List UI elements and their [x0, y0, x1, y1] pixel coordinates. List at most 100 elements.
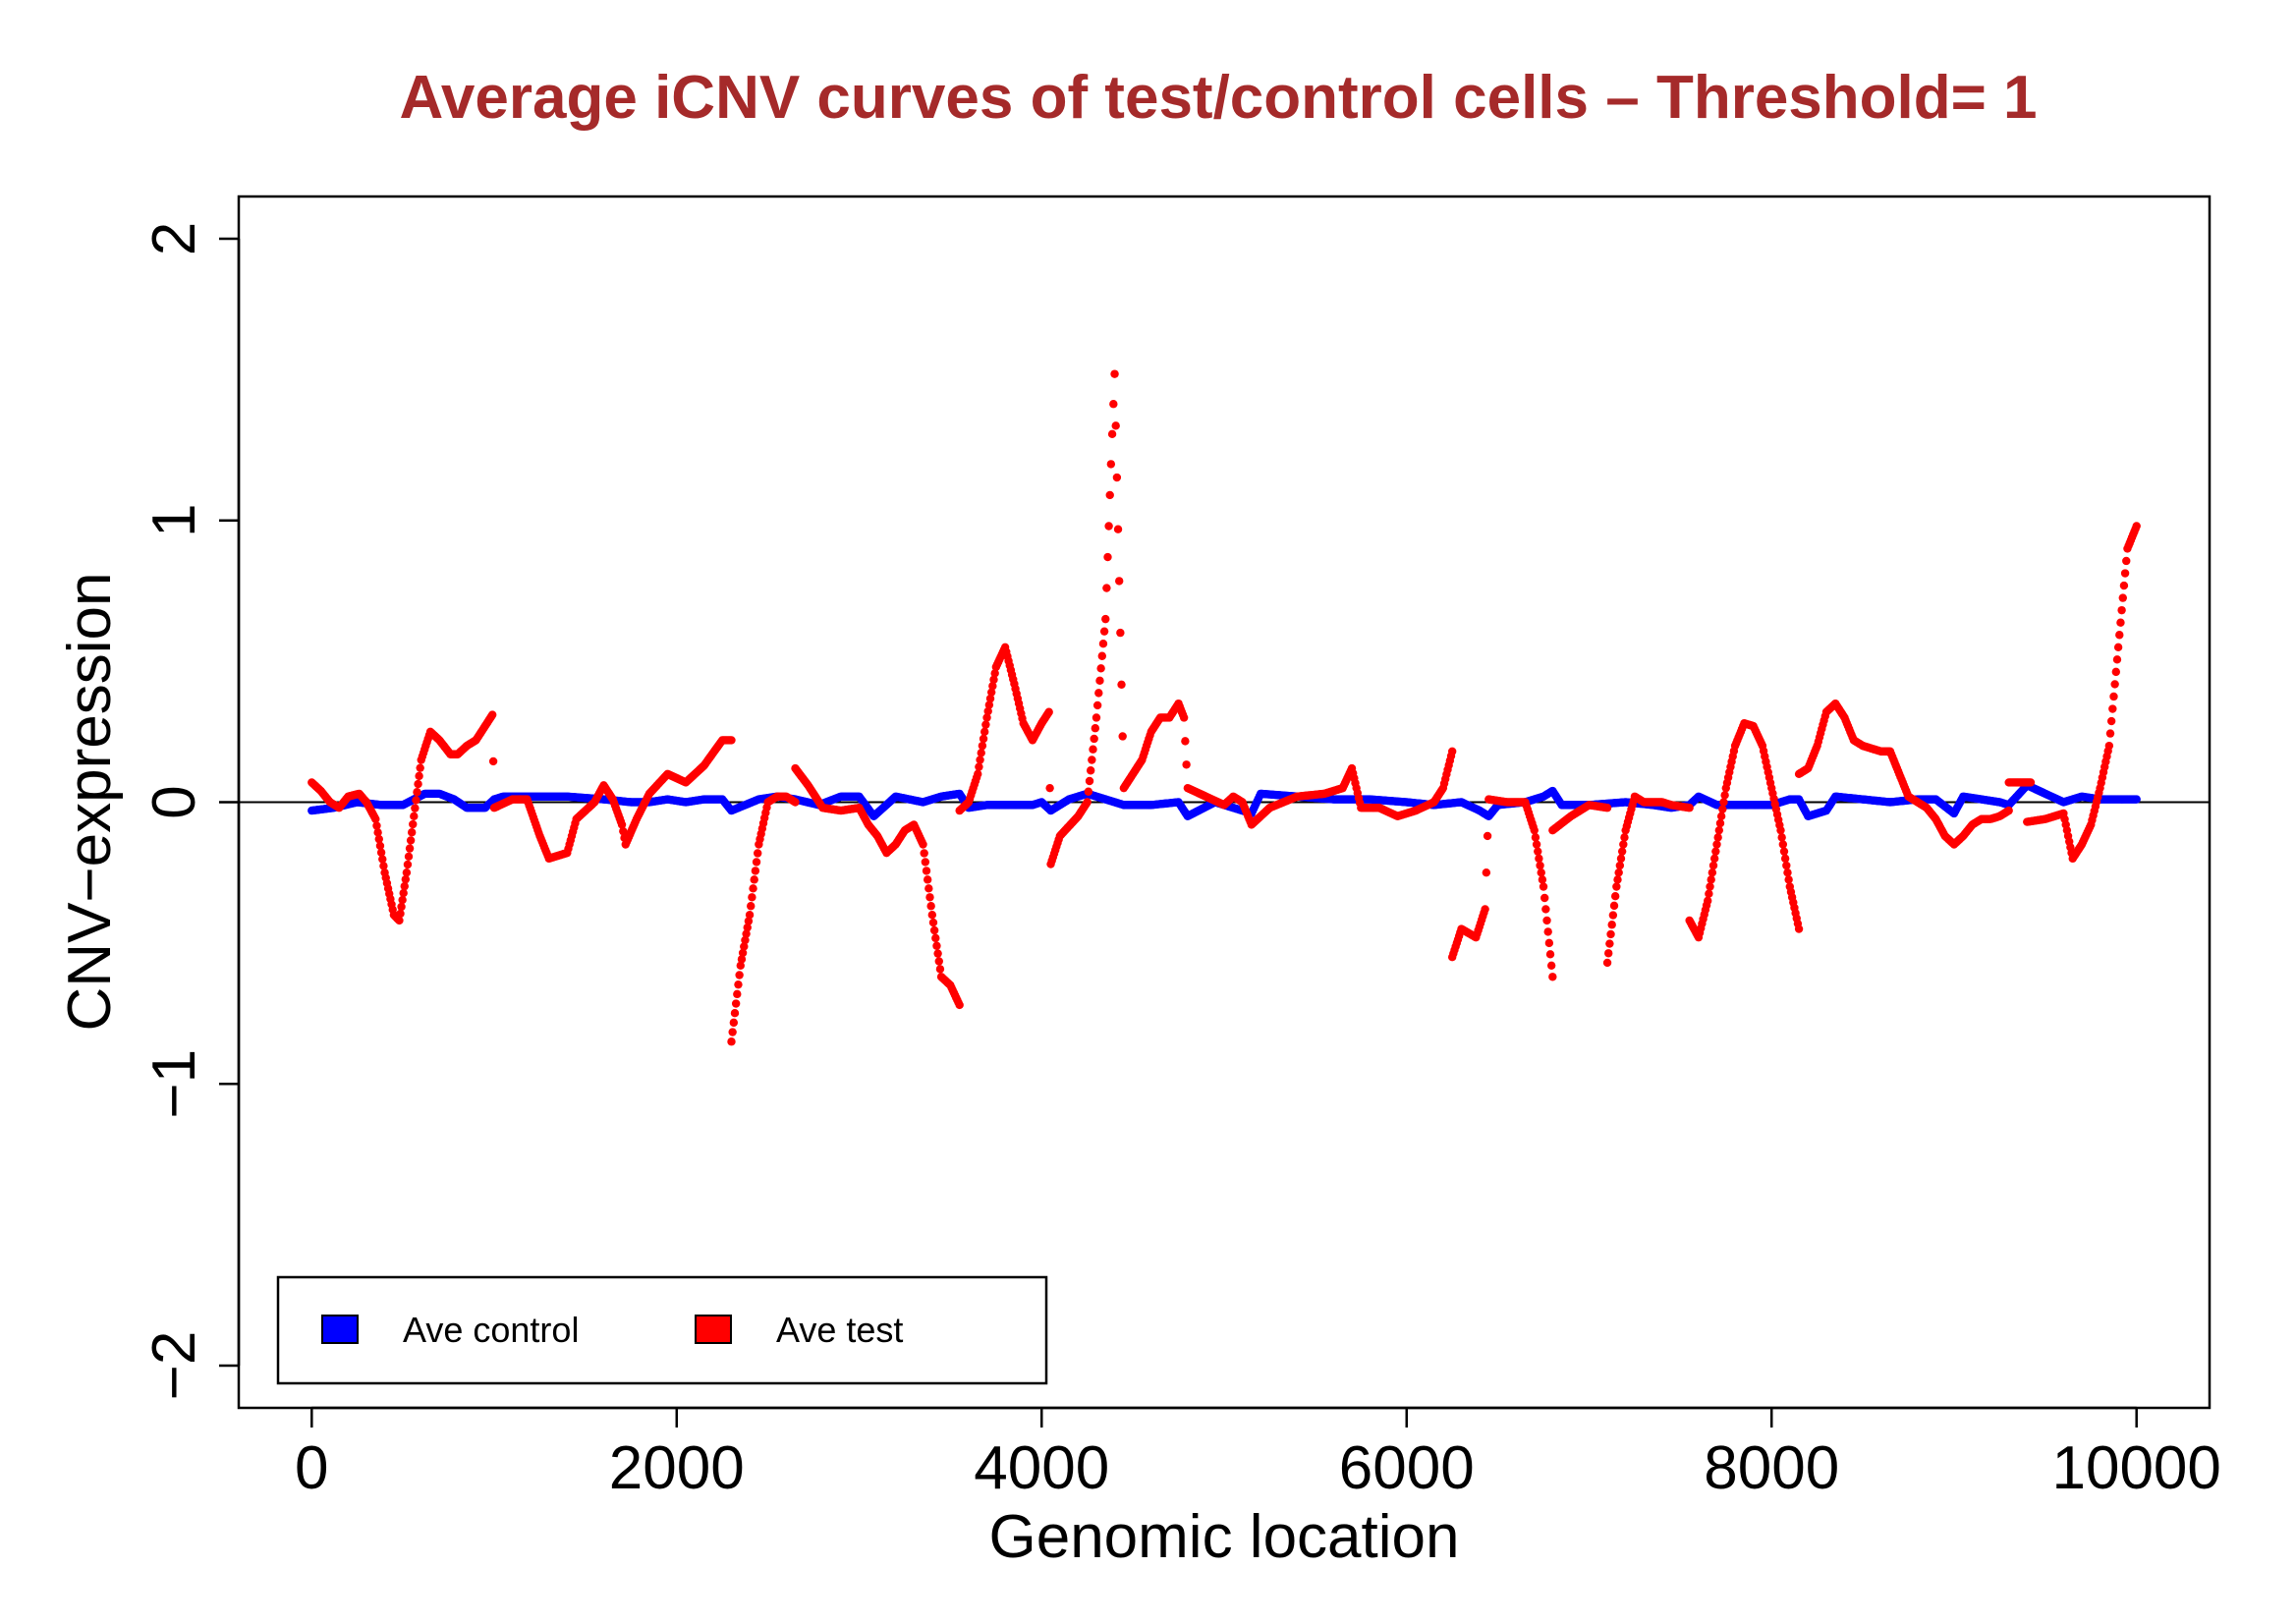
- data-point: [983, 706, 992, 716]
- data-point: [1481, 905, 1489, 914]
- data-point: [988, 682, 997, 691]
- data-point: [740, 942, 749, 951]
- data-point: [2116, 618, 2125, 627]
- data-point: [2105, 729, 2115, 738]
- data-point: [414, 779, 422, 789]
- data-point: [371, 814, 380, 823]
- y-tick-label: 2: [140, 222, 208, 255]
- data-point: [1602, 804, 1612, 812]
- data-point: [932, 941, 941, 950]
- data-point: [1098, 640, 1108, 648]
- data-point: [406, 836, 416, 845]
- data-point: [410, 812, 419, 821]
- data-point: [791, 798, 800, 807]
- data-point: [1044, 707, 1053, 716]
- data-point: [488, 756, 498, 766]
- data-point: [1608, 911, 1618, 920]
- data-point: [927, 910, 937, 920]
- data-point: [1613, 875, 1622, 884]
- y-tick-label: −1: [140, 1049, 208, 1119]
- chart-title: Average iCNV curves of test/control cell…: [399, 64, 2037, 132]
- data-point: [1105, 490, 1114, 500]
- data-point: [379, 862, 388, 870]
- data-point: [981, 720, 990, 729]
- data-point: [395, 916, 404, 925]
- legend-label-test: Ave test: [776, 1310, 903, 1350]
- data-point: [2117, 605, 2126, 615]
- data-point: [982, 713, 991, 722]
- data-point: [400, 881, 409, 891]
- x-tick-label: 10000: [2051, 1434, 2220, 1502]
- data-point: [2106, 716, 2116, 726]
- data-point: [2112, 655, 2122, 664]
- data-point: [979, 734, 988, 744]
- data-point: [416, 763, 424, 772]
- data-point: [751, 867, 760, 875]
- data-point: [1614, 868, 1623, 877]
- data-point: [737, 955, 747, 964]
- data-point: [1114, 577, 1124, 586]
- data-point: [1609, 901, 1619, 911]
- data-point: [1704, 896, 1712, 906]
- data-point: [935, 965, 945, 974]
- data-point: [929, 925, 939, 935]
- data-point: [398, 895, 407, 905]
- y-tick-label: 1: [140, 504, 208, 537]
- data-point: [1545, 950, 1555, 959]
- data-point: [1616, 854, 1626, 864]
- data-point: [752, 858, 761, 867]
- data-point: [1095, 676, 1104, 686]
- data-point: [1101, 614, 1110, 624]
- data-point: [1713, 833, 1722, 842]
- data-point: [984, 700, 994, 709]
- data-point: [617, 820, 627, 829]
- data-point: [2132, 795, 2141, 804]
- data-point: [1092, 700, 1102, 710]
- data-point: [2115, 631, 2124, 640]
- data-point: [2111, 667, 2121, 677]
- data-point: [397, 902, 406, 912]
- x-tick-label: 4000: [974, 1434, 1109, 1502]
- data-point: [743, 923, 752, 932]
- data-point: [1612, 882, 1621, 891]
- legend: Ave control Ave test: [276, 1275, 1048, 1385]
- data-point: [1536, 861, 1544, 870]
- data-point: [921, 858, 930, 867]
- data-point: [1778, 840, 1788, 849]
- data-point: [372, 821, 381, 830]
- data-point: [1543, 927, 1552, 936]
- data-point: [1106, 460, 1116, 469]
- data-point: [1537, 868, 1545, 877]
- data-point: [373, 828, 382, 837]
- data-point: [990, 669, 999, 678]
- data-point: [919, 840, 927, 849]
- data-point: [728, 1028, 737, 1036]
- y-tick-label: 0: [140, 785, 208, 818]
- data-point: [1620, 833, 1629, 842]
- data-point: [404, 852, 414, 862]
- data-point: [1542, 916, 1551, 925]
- data-point: [736, 961, 745, 971]
- data-point: [977, 749, 985, 757]
- data-point: [2108, 704, 2117, 713]
- data-point: [745, 910, 755, 920]
- data-point: [735, 971, 744, 980]
- data-point: [1712, 840, 1721, 849]
- data-point: [1716, 812, 1726, 821]
- data-point: [1104, 522, 1113, 531]
- data-point: [1099, 627, 1109, 636]
- data-point: [2110, 680, 2119, 689]
- data-point: [1094, 689, 1103, 698]
- data-point: [749, 884, 757, 893]
- data-point: [1619, 840, 1628, 849]
- y-axis: −2 −1 0 1 2: [140, 222, 241, 1401]
- data-point: [1045, 783, 1054, 793]
- data-point: [2132, 522, 2141, 531]
- data-point: [1535, 854, 1543, 864]
- data-point: [1777, 833, 1786, 842]
- data-point: [1540, 893, 1549, 903]
- y-tick-label: −2: [140, 1331, 208, 1401]
- data-point: [980, 727, 989, 737]
- data-point: [1102, 584, 1111, 592]
- legend-swatch-control: [321, 1315, 359, 1344]
